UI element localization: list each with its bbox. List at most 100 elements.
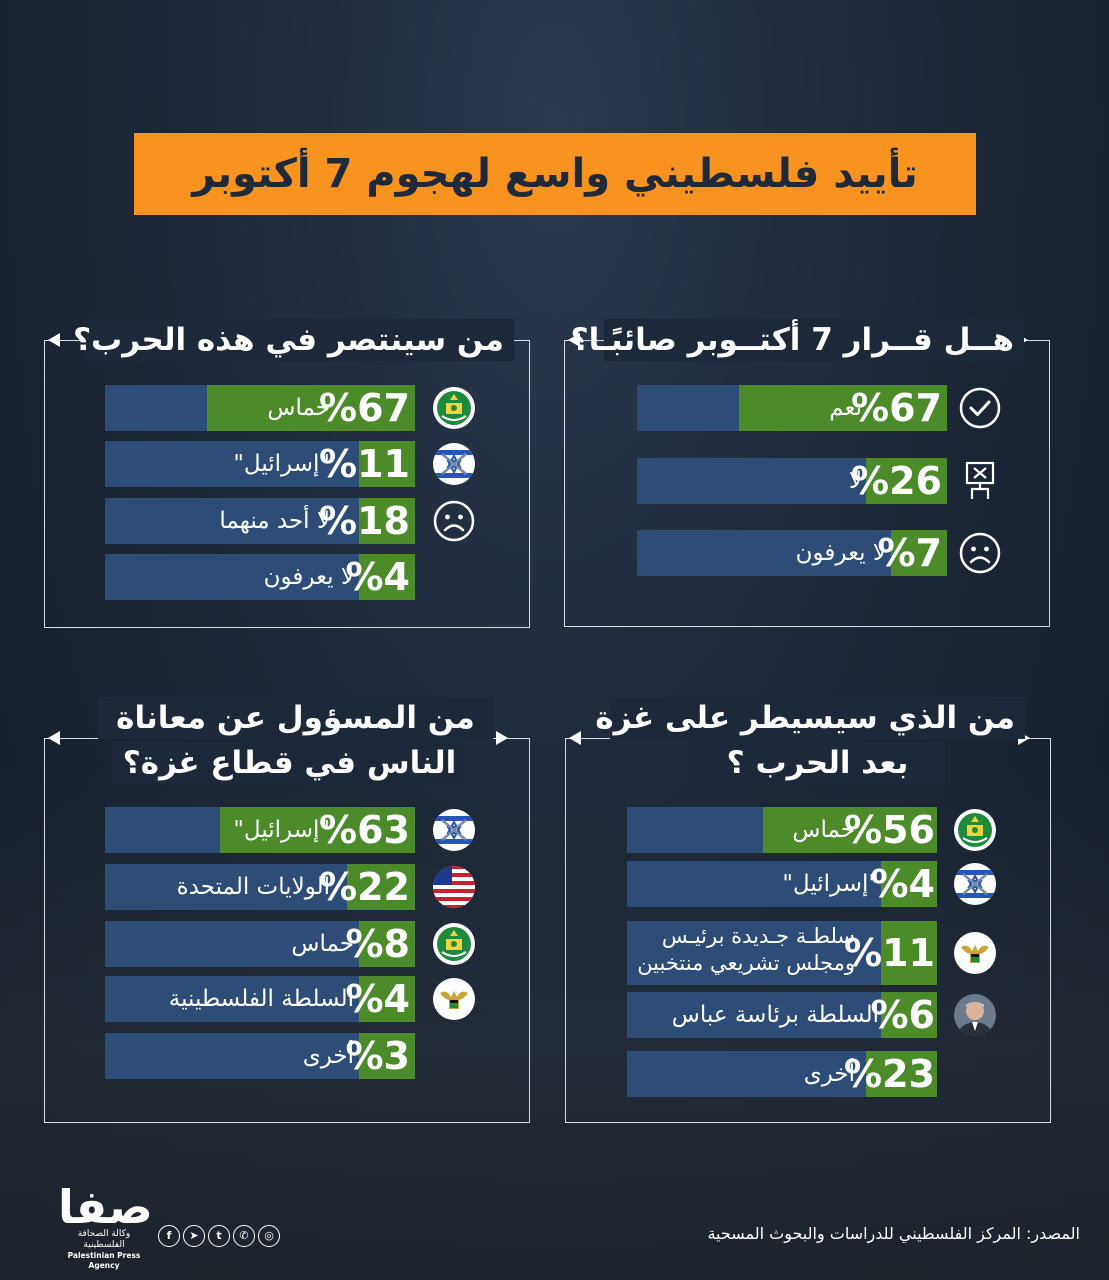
bar-row: %67 نعم [0,385,1109,431]
israel-flag-icon [432,808,476,852]
bar [891,530,947,576]
panel-title-line-1: من المسؤول عن معاناة [98,697,493,739]
panel-title: من سينتصر في هذه الحرب؟ [73,319,514,361]
hamas-emblem-icon [953,808,997,852]
category-label: "إسرائيل" [782,871,879,897]
value-label: %26 [851,459,942,503]
panel-arrow-left-icon [568,333,580,347]
whatsapp-icon[interactable]: ✆ [233,1225,255,1247]
category-label: سلطـة جـديدة برئيـس ومجلس تشريعي منتخبين [633,923,855,987]
panel-title-line-2: بعد الحرب ؟ [690,742,945,784]
value-label: %63 [319,808,410,852]
instagram-icon[interactable]: ◎ [258,1225,280,1247]
category-label: حماس [792,817,855,843]
value-label: %67 [851,386,942,430]
category-label: حماس [267,395,330,421]
abbas-portrait-icon [953,993,997,1037]
category-label-line: ومجلس تشريعي منتخبين [637,951,855,975]
bar-row: %67 حماس [0,385,1109,431]
value-label: %6 [870,993,935,1037]
bar-row: %26 لا [0,458,1109,504]
category-label: نعم [829,395,862,421]
category-label: حماس [291,931,354,957]
value-label: %67 [319,386,410,430]
check-icon [958,386,1002,430]
bar-row: %4 "إسرائيل" [0,861,1109,907]
bar-row: %63 "إسرائيل" [0,807,1109,853]
bar [739,385,947,431]
israel-flag-icon [953,862,997,906]
safa-logo: صفا وكالة الصحافة الفلسطينية Palestinian… [58,1180,153,1271]
value-label: %18 [319,499,410,543]
bar-row: %4 لا يعرفون [0,554,1109,600]
bar [866,1051,937,1097]
page-title-banner: تأييد فلسطيني واسع لهجوم 7 أكتوبر [134,133,976,215]
category-label: لا أحد منهما [219,508,330,534]
usa-flag-icon [432,865,476,909]
value-label: %7 [877,531,942,575]
bar-row: %11 سلطـة جـديدة برئيـس ومجلس تشريعي منتخب… [0,921,1109,985]
bar-row: %23 أخرى [0,1051,1109,1097]
bar-row: %6 السلطة برئاسة عباس [0,992,1109,1038]
category-label: لا [848,468,862,494]
value-label: %23 [844,1052,935,1096]
value-label: %56 [844,808,935,852]
tumblr-icon[interactable]: t [208,1225,230,1247]
logo-mark: صفا [58,1180,153,1234]
value-label: %3 [345,1034,410,1078]
source-credit: المصدر: المركز الفلسطيني للدراسات والبحو… [707,1224,1080,1243]
logo-english-name: Palestinian Press Agency [67,1251,141,1270]
bar [881,921,937,985]
bar-row: %22 الولايات المتحدة [0,864,1109,910]
panel-title: هــل قــرار 7 أكتــوبر صائبًـا؟ [571,319,1024,361]
bar-row: %11 "إسرائيل" [0,441,1109,487]
category-label: السلطة الفلسطينية [168,986,354,1012]
panel-arrow-left-icon [48,333,60,347]
telegram-icon[interactable]: ➤ [183,1225,205,1247]
value-label: %11 [844,931,935,975]
category-label: أخرى [302,1043,354,1069]
category-label: "إسرائيل" [233,451,330,477]
category-label: "إسرائيل" [233,817,330,843]
protest-sign-icon [958,459,1002,503]
palestine-eagle-icon [432,977,476,1021]
category-label: لا يعرفون [263,564,354,590]
bar [359,441,415,487]
bar [763,807,937,853]
bar-row: %8 حماس [0,921,1109,967]
facebook-icon[interactable]: f [158,1225,180,1247]
hamas-emblem-icon [432,386,476,430]
bar [359,1033,415,1079]
bar [881,861,937,907]
value-label: %4 [345,555,410,599]
bar-row: %56 حماس [0,807,1109,853]
panel-arrow-left-icon [48,731,60,745]
bar [359,976,415,1022]
bar-row: %18 لا أحد منهما [0,498,1109,544]
bar [359,498,415,544]
bar [359,554,415,600]
bar [207,385,415,431]
sad-face-icon [958,531,1002,575]
bar-row: %3 أخرى [0,1033,1109,1079]
panel-arrow-right-icon [496,731,508,745]
category-label-line: سلطـة جـديدة برئيـس [661,924,855,948]
bar [881,992,937,1038]
bar [220,807,415,853]
category-label: السلطة برئاسة عباس [671,1002,879,1028]
category-label: أخرى [803,1061,855,1087]
value-label: %4 [345,977,410,1021]
hamas-emblem-icon [432,922,476,966]
israel-flag-icon [432,442,476,486]
palestine-eagle-icon [953,931,997,975]
category-label: لا يعرفون [795,540,886,566]
value-label: %4 [870,862,935,906]
page-title: تأييد فلسطيني واسع لهجوم 7 أكتوبر [192,151,918,197]
bar [359,921,415,967]
value-label: %22 [319,865,410,909]
logo-arabic-name: وكالة الصحافة الفلسطينية [77,1229,131,1250]
bar-row: %4 السلطة الفلسطينية [0,976,1109,1022]
category-label: الولايات المتحدة [176,874,330,900]
panel-arrow-left-icon [569,731,581,745]
bar [347,864,415,910]
